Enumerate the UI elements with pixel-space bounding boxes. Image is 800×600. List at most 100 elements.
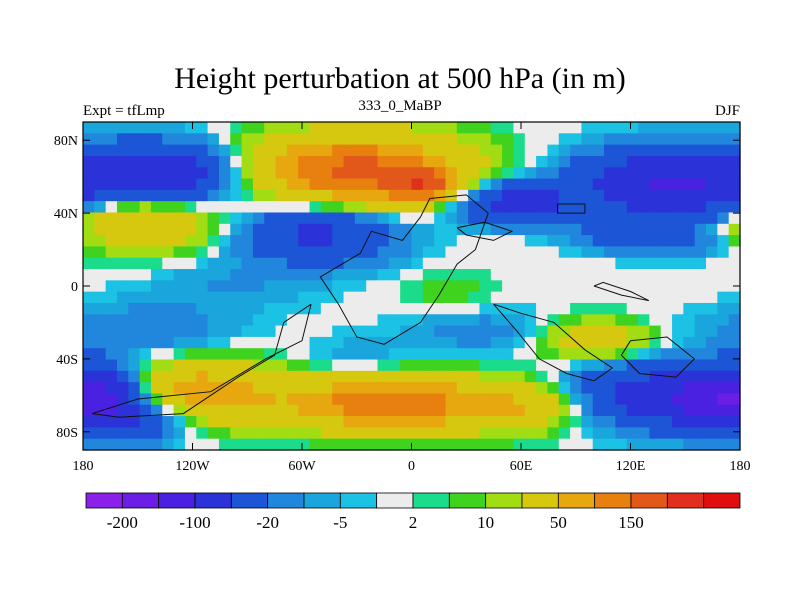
field-cell (196, 348, 209, 361)
field-cell (343, 144, 356, 157)
field-cell (717, 302, 730, 315)
field-cell (83, 348, 95, 361)
field-cell (649, 189, 662, 202)
field-cell (536, 404, 549, 417)
field-cell (366, 178, 379, 191)
field-cell (320, 223, 333, 236)
field-cell (513, 212, 526, 225)
field-cell (184, 370, 197, 383)
field-cell (547, 280, 560, 293)
field-cell (536, 382, 549, 395)
colorbar-swatch (267, 492, 305, 509)
field-cell (434, 438, 447, 451)
field-cell (604, 382, 616, 395)
field-cell (626, 404, 639, 417)
field-cell (581, 155, 594, 168)
field-cell (604, 404, 616, 417)
field-cell (592, 393, 605, 406)
field-cell (581, 269, 594, 281)
field-cell (570, 348, 583, 361)
field-cell (309, 178, 322, 191)
field-cell (184, 404, 197, 417)
field-cell (286, 393, 299, 406)
field-cell (388, 269, 401, 281)
field-cell (309, 212, 322, 225)
coastline-outline (91, 194, 696, 418)
field-cell (388, 201, 401, 214)
field-cell (128, 314, 141, 327)
field-cell (150, 314, 163, 327)
field-cell (660, 291, 673, 304)
field-cell (388, 336, 401, 349)
field-cell (218, 393, 231, 406)
field-cell (354, 167, 367, 180)
field-cell (184, 178, 197, 191)
field-cell (298, 370, 311, 383)
field-cell (162, 201, 175, 214)
field-cell (649, 382, 662, 395)
field-cell (400, 144, 413, 157)
field-cell (286, 438, 299, 451)
field-cell (615, 223, 628, 236)
field-cell (400, 201, 413, 214)
field-cell (150, 416, 163, 428)
field-cell (524, 201, 537, 214)
field-cell (638, 336, 650, 349)
field-cell (173, 223, 186, 236)
field-cell (241, 280, 254, 293)
field-cell (445, 348, 458, 361)
colorbar-swatch (194, 492, 232, 509)
field-cell (490, 370, 503, 383)
field-cell (638, 370, 650, 383)
field-cell (298, 257, 311, 270)
x-axis: 180 120W 60W 0 60E 120E 180 (73, 122, 751, 474)
field-cell (717, 189, 730, 202)
field-cell (660, 438, 673, 451)
field-cell (422, 133, 435, 146)
field-cell (241, 235, 254, 248)
field-cell (388, 144, 401, 157)
field-cell (207, 144, 220, 157)
field-cell (660, 269, 673, 281)
field-cell (377, 122, 390, 134)
field-cell (694, 178, 707, 191)
colorbar-swatch (485, 492, 523, 509)
field-cell (196, 257, 209, 270)
field-cell (366, 416, 379, 428)
field-cell (94, 427, 107, 440)
field-cell (570, 246, 583, 259)
field-cell (422, 359, 435, 372)
field-cell (434, 212, 447, 225)
field-cell (717, 235, 730, 248)
field-cell (343, 382, 356, 395)
field-cell (638, 223, 650, 236)
field-cell (536, 223, 549, 236)
field-cell (320, 235, 333, 248)
field-cell (207, 212, 220, 225)
field-cell (184, 416, 197, 428)
field-cell (706, 336, 718, 349)
field-cell (343, 223, 356, 236)
field-cell (672, 122, 684, 134)
field-cell (150, 246, 163, 259)
field-cell (275, 189, 288, 202)
field-cell (252, 235, 265, 248)
field-cell (536, 201, 549, 214)
field-cell (547, 223, 560, 236)
field-cell (354, 336, 367, 349)
field-cell (184, 246, 197, 259)
field-cell (275, 280, 288, 293)
field-cell (456, 280, 469, 293)
field-cell (468, 280, 481, 293)
field-cell (309, 189, 322, 202)
field-cell (524, 291, 537, 304)
field-cell (207, 382, 220, 395)
field-cell (400, 427, 413, 440)
field-cell (649, 212, 662, 225)
field-cell (320, 246, 333, 259)
field-cell (581, 348, 594, 361)
field-cell (128, 144, 141, 157)
field-cell (683, 370, 696, 383)
field-cell (309, 167, 322, 180)
field-cell (196, 246, 209, 259)
